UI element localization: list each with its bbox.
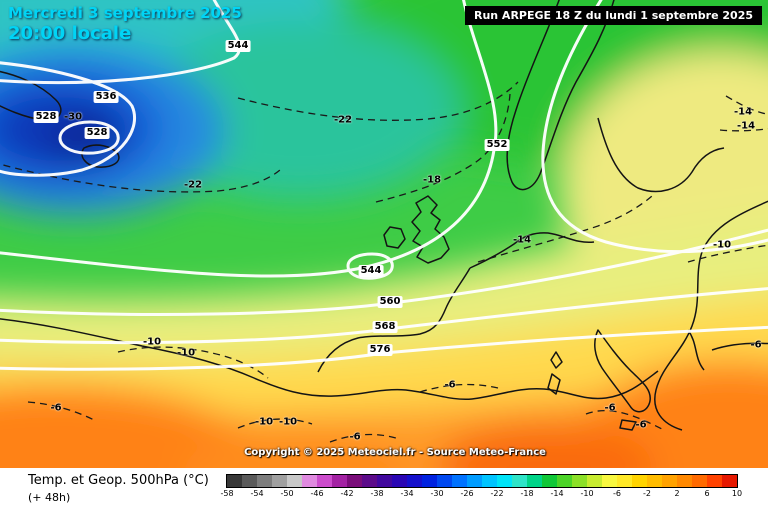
legend-swatch (692, 475, 707, 487)
legend-tick: -18 (520, 489, 534, 498)
coastlines (0, 0, 768, 431)
legend-swatch (452, 475, 467, 487)
geopotential-label: 544 (358, 265, 384, 277)
legend-swatch (602, 475, 617, 487)
color-scale-ticks: -58 -54 -50 -46 -42 -38 -34 -30 -26 -22 -18 -14 -10-… (220, 488, 742, 499)
legend-swatch (407, 475, 422, 487)
legend-tick: -22 (490, 489, 504, 498)
legend-tick: -6 (613, 489, 621, 498)
geopotential-label: 536 (93, 91, 119, 103)
legend-tick: -26 (460, 489, 474, 498)
temperature-label: -6 (604, 402, 616, 414)
color-scale-swatches (226, 474, 738, 488)
legend-tick: -10 (580, 489, 594, 498)
legend-swatch (317, 475, 332, 487)
geopotential-label: 528 (84, 127, 110, 139)
legend-tick: -50 (280, 489, 294, 498)
legend-text: Temp. et Geop. 500hPa (°C) (+ 48h) (28, 473, 209, 504)
legend-swatch (617, 475, 632, 487)
weather-map: 544 536 528 528 552 544 560 568 576 -30 -22 -22 -18 -… (0, 0, 768, 468)
temperature-label: -14 (512, 234, 532, 246)
legend-tick: -30 (430, 489, 444, 498)
map-graphic (0, 0, 768, 468)
legend-swatch (632, 475, 647, 487)
geopotential-label: 528 (33, 111, 59, 123)
color-scale: -58 -54 -50 -46 -42 -38 -34 -30 -26 -22 -18 -14 -10-… (220, 474, 742, 499)
legend-swatch (512, 475, 527, 487)
legend-swatch (272, 475, 287, 487)
legend-tick: 6 (704, 489, 710, 498)
map-labels: 544 536 528 528 552 544 560 568 576 -30 -22 -22 -18 -… (33, 40, 762, 443)
legend-swatch (332, 475, 347, 487)
legend-swatch (662, 475, 677, 487)
legend-swatch (647, 475, 662, 487)
legend-tick: 2 (674, 489, 680, 498)
legend-swatch (497, 475, 512, 487)
legend-swatch (362, 475, 377, 487)
legend-swatch (587, 475, 602, 487)
temperature-label: -22 (333, 114, 353, 126)
legend-swatch (542, 475, 557, 487)
legend-swatch (302, 475, 317, 487)
legend-swatch (572, 475, 587, 487)
temperature-label: -18 (422, 174, 442, 186)
legend-swatch (227, 475, 242, 487)
geopotential-label: 568 (372, 321, 398, 333)
run-info-badge: Run ARPEGE 18 Z du lundi 1 septembre 202… (464, 6, 762, 25)
geopotential-label: 544 (225, 40, 251, 52)
temperature-label: -6 (349, 431, 361, 443)
legend-tick: -42 (340, 489, 354, 498)
temperature-label: -14 (736, 120, 756, 132)
legend-swatch (482, 475, 497, 487)
temperature-label: -6 (50, 402, 62, 414)
temperature-label: -10 (254, 416, 274, 428)
legend-swatch (722, 475, 737, 487)
legend-swatch (242, 475, 257, 487)
temperature-label: -10 (176, 347, 196, 359)
temperature-label: -6 (444, 379, 456, 391)
temperature-label: -30 (63, 111, 83, 123)
date-display: Mercredi 3 septembre 2025 20:00 locale (8, 4, 242, 44)
legend-swatch (257, 475, 272, 487)
legend-swatch (437, 475, 452, 487)
temperature-label: -22 (183, 179, 203, 191)
legend-tick: 10 (731, 489, 743, 498)
legend-swatch (347, 475, 362, 487)
legend-title: Temp. et Geop. 500hPa (°C) (28, 473, 209, 488)
legend-tick: -58 (220, 489, 234, 498)
legend-swatch (422, 475, 437, 487)
temperature-label: -10 (712, 239, 732, 251)
copyright-text: Copyright © 2025 Meteociel.fr - Source M… (244, 447, 546, 458)
legend-bar: Temp. et Geop. 500hPa (°C) (+ 48h) -58 -5… (0, 468, 768, 512)
temperature-label: -6 (750, 339, 762, 351)
legend-tick: -34 (400, 489, 414, 498)
legend-swatch (287, 475, 302, 487)
forecast-lead-time: (+ 48h) (28, 491, 71, 504)
legend-tick: -46 (310, 489, 324, 498)
temperature-label: -10 (278, 416, 298, 428)
geopotential-label: 576 (367, 344, 393, 356)
legend-swatch (677, 475, 692, 487)
legend-tick: -38 (370, 489, 384, 498)
legend-tick: -54 (250, 489, 264, 498)
legend-swatch (707, 475, 722, 487)
legend-swatch (557, 475, 572, 487)
legend-swatch (527, 475, 542, 487)
date-text: Mercredi 3 septembre 2025 (8, 4, 242, 22)
legend-swatch (377, 475, 392, 487)
geopotential-label: 552 (484, 139, 510, 151)
temperature-label: -6 (635, 419, 647, 431)
geopotential-label: 560 (377, 296, 403, 308)
legend-tick: -2 (643, 489, 651, 498)
temperature-label: -10 (142, 336, 162, 348)
legend-tick: -14 (550, 489, 564, 498)
legend-swatch (392, 475, 407, 487)
time-text: 20:00 locale (8, 23, 132, 44)
temperature-label: -14 (733, 106, 753, 118)
legend-swatch (467, 475, 482, 487)
